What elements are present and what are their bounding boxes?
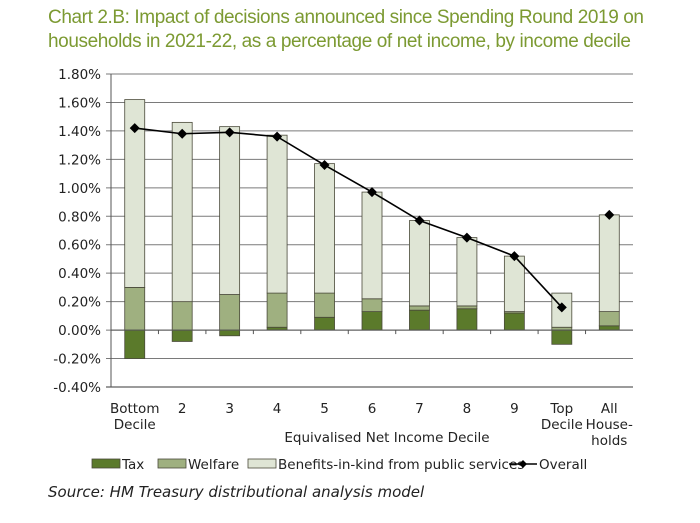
bar-segment-welfare	[456, 305, 478, 310]
legend-label: Overall	[539, 457, 587, 473]
x-axis-label: Equivalised Net Income Decile	[284, 430, 489, 446]
bar-segment-welfare	[598, 311, 620, 327]
source-note: Source: HM Treasury distributional analy…	[48, 483, 425, 501]
x-tick-label: 8	[463, 401, 472, 417]
x-tick-label: Decile	[114, 417, 156, 433]
y-tick-label: 0.60%	[58, 238, 101, 254]
overall-marker	[319, 160, 330, 171]
overall-marker	[556, 302, 567, 313]
chart-title-line-1: Chart 2.B: Impact of decisions announced…	[48, 7, 644, 28]
legend-swatch	[247, 458, 277, 469]
bar-segment-welfare	[361, 298, 383, 312]
x-tick-label: 6	[368, 401, 377, 417]
bar-segment-benefits-in-kind-from-public-services	[598, 214, 620, 312]
overall-marker	[272, 131, 283, 142]
overall-line	[134, 127, 563, 308]
x-tick-label: Bottom	[110, 401, 160, 417]
y-tick-label: -0.20%	[53, 352, 101, 368]
x-tick-label: 7	[415, 401, 424, 417]
y-tick-label: 0.20%	[58, 295, 101, 311]
bar-segment-tax	[361, 311, 383, 331]
bar-segment-tax	[551, 329, 573, 345]
bar-segment-benefits-in-kind-from-public-services	[171, 121, 193, 303]
legend-label: Welfare	[188, 457, 239, 473]
x-tick-label: Top	[549, 401, 573, 417]
legend: Tax Welfare Benefits-in-kind from public s…	[91, 457, 587, 473]
bar-segment-tax	[219, 329, 241, 337]
overall-marker	[509, 251, 520, 262]
bar-segment-welfare	[171, 301, 193, 331]
axes	[110, 74, 633, 387]
x-tick-label: holds	[591, 433, 627, 449]
overall-marker	[224, 127, 235, 138]
y-tick-label: 0.00%	[58, 323, 101, 339]
y-tick-label: 1.20%	[58, 152, 101, 168]
legend-label: Benefits-in-kind from public services	[278, 457, 524, 473]
bar-segment-welfare	[314, 292, 335, 318]
x-tick-label: Decile	[541, 417, 583, 433]
legend-marker	[519, 460, 527, 468]
chart-title: Chart 2.B: Impact of decisions announced…	[48, 6, 688, 54]
y-tick-label: 1.60%	[58, 95, 101, 111]
y-tick-label: 1.80%	[58, 67, 101, 83]
overall-line-series	[129, 123, 615, 313]
overall-marker	[461, 232, 472, 243]
bar-segment-tax	[171, 329, 193, 342]
y-tick-label: 0.40%	[58, 266, 101, 282]
x-tick-label: 5	[320, 401, 329, 417]
overall-marker	[414, 215, 425, 226]
y-tick-labels: 1.80% 1.60% 1.40% 1.20% 1.00% 0.80% 0.60% 0.40%…	[53, 67, 101, 396]
bar-segment-benefits-in-kind-from-public-services	[124, 99, 146, 288]
bar-segment-benefits-in-kind-from-public-services	[456, 237, 478, 307]
bar-segment-benefits-in-kind-from-public-services	[361, 191, 383, 300]
y-tick-label: 1.40%	[58, 124, 101, 140]
bar-segment-benefits-in-kind-from-public-services	[219, 126, 241, 295]
legend-swatch	[91, 458, 121, 469]
bar-segment-benefits-in-kind-from-public-services	[409, 220, 430, 307]
x-tick-label: All	[601, 401, 618, 417]
overall-marker	[367, 187, 377, 198]
bar-segment-tax	[314, 316, 335, 331]
bars	[124, 99, 620, 359]
bar-segment-welfare	[219, 294, 241, 331]
bar-segment-welfare	[266, 292, 288, 328]
bar-segment-tax	[598, 325, 620, 331]
x-tick-label: House-	[586, 417, 633, 433]
x-tick-label: 9	[510, 401, 519, 417]
legend-label: Tax	[121, 457, 144, 473]
bar-segment-benefits-in-kind-from-public-services	[266, 134, 288, 294]
y-tick-label: 0.80%	[58, 209, 101, 225]
y-tick-label: -0.40%	[53, 380, 101, 396]
bar-segment-welfare	[124, 287, 146, 331]
legend-swatch	[157, 458, 187, 469]
bar-segment-tax	[409, 309, 430, 331]
bar-segment-tax	[503, 312, 525, 331]
bar-segment-welfare	[409, 305, 430, 311]
bar-segment-tax	[456, 308, 478, 331]
bar-segment-tax	[124, 329, 146, 359]
overall-marker	[129, 123, 140, 134]
overall-marker	[604, 209, 615, 220]
x-tick-label: 2	[178, 401, 187, 417]
bar-segment-benefits-in-kind-from-public-services	[314, 163, 335, 294]
chart-title-line-2: households in 2021-22, as a percentage o…	[48, 31, 631, 52]
x-tick-label: 4	[273, 401, 282, 417]
overall-marker	[177, 128, 188, 139]
x-tick-label: 3	[225, 401, 234, 417]
y-tick-label: 1.00%	[58, 181, 101, 197]
